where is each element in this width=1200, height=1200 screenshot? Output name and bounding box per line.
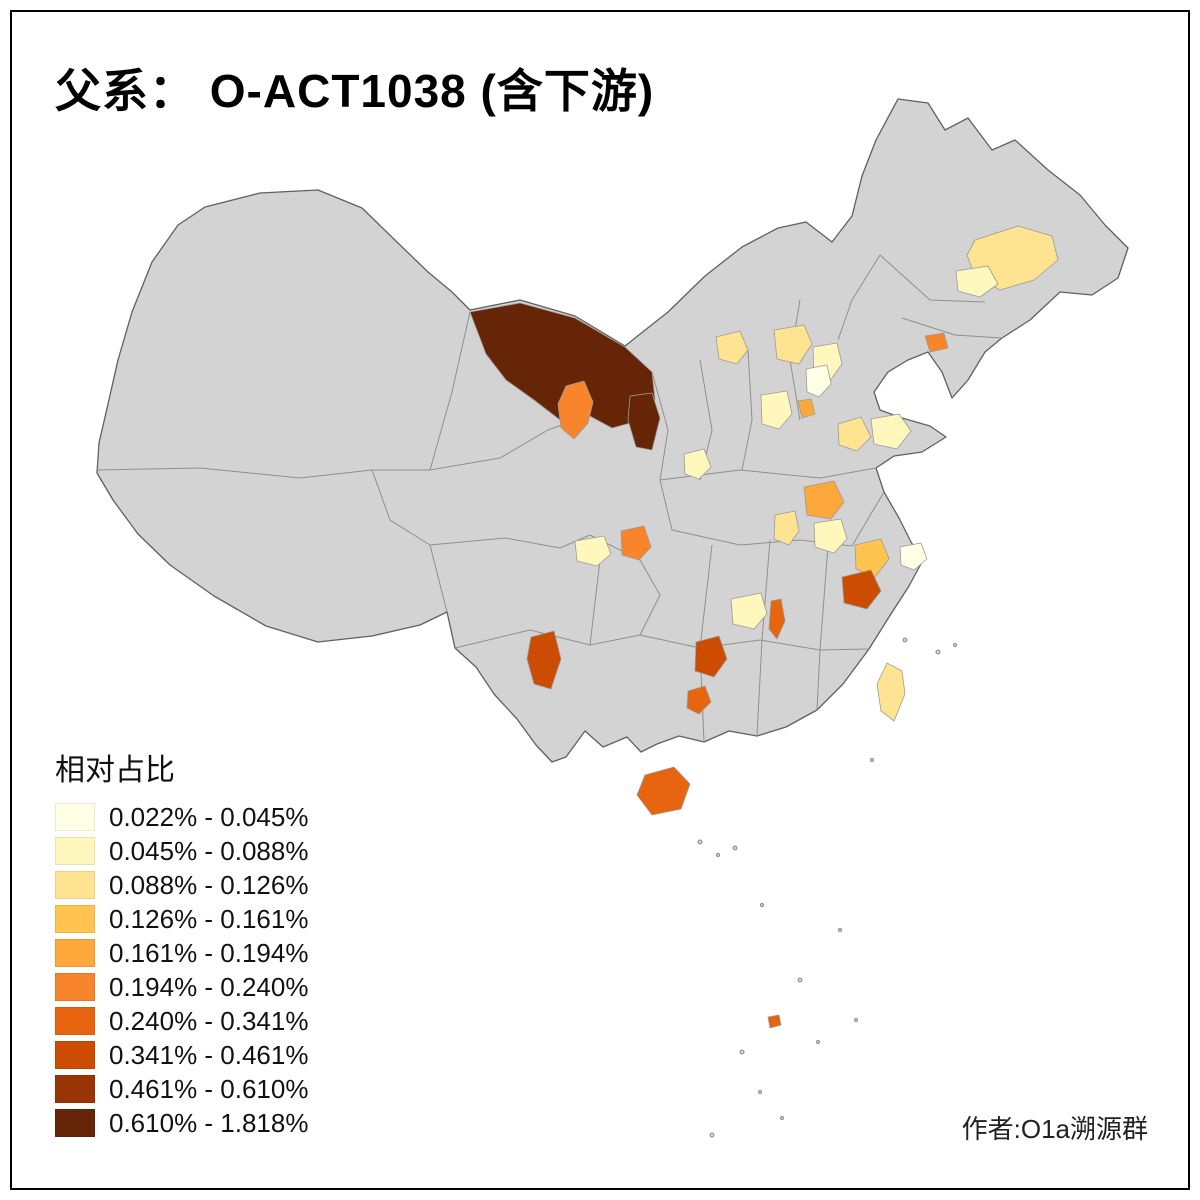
map-region-sichuan-pale — [574, 535, 612, 567]
legend-label: 0.161% - 0.194% — [109, 937, 309, 968]
legend: 相对占比 0.022% - 0.045% 0.045% - 0.088% 0.088… — [55, 745, 308, 1143]
map-region-hebei-orange-dot — [797, 398, 816, 419]
legend-swatch — [55, 871, 95, 899]
legend-label: 0.045% - 0.088% — [109, 835, 309, 866]
sea-islands — [697, 637, 957, 1138]
legend-item: 0.610% - 1.818% — [55, 1107, 309, 1138]
legend-swatch — [55, 1075, 95, 1103]
legend-swatch — [55, 905, 95, 933]
map-region-guangxi-orange-dot — [686, 685, 712, 715]
map-region-ningxia-dark — [627, 392, 661, 451]
map-region-chifeng-yellow — [715, 330, 749, 365]
legend-item: 0.341% - 0.461% — [55, 1039, 309, 1070]
legend-item: 0.022% - 0.045% — [55, 801, 309, 832]
legend-swatch — [55, 1041, 95, 1069]
legend-label: 0.126% - 0.161% — [109, 903, 309, 934]
map-region-shandong-east-cream — [870, 413, 912, 450]
map-region-heilongjiang-pale-2 — [955, 265, 999, 298]
map-region-inner-mongolia-west-dark — [469, 302, 656, 429]
map-region-jiangsu-coast-pale — [899, 542, 928, 571]
legend-item: 0.088% - 0.126% — [55, 869, 309, 900]
map-region-hunan-east-sliver — [768, 598, 786, 640]
map-region-hebei-north-yellow — [773, 324, 813, 365]
map-region-hainan-orange — [636, 766, 691, 816]
legend-label: 0.461% - 0.610% — [109, 1073, 309, 1104]
china-mainland — [96, 98, 1129, 763]
map-region-guizhou-dark-orange — [694, 635, 728, 678]
map-region-anhui-amber — [854, 538, 890, 578]
legend-items: 0.022% - 0.045% 0.045% - 0.088% 0.088% - 0… — [55, 801, 309, 1138]
map-region-hubei-yellow — [773, 510, 800, 546]
legend-item: 0.161% - 0.194% — [55, 937, 309, 968]
map-region-liaoning-orange-dot — [924, 332, 949, 353]
legend-item: 0.461% - 0.610% — [55, 1073, 309, 1104]
legend-item: 0.045% - 0.088% — [55, 835, 309, 866]
map-region-jiangxi-dark-orange — [841, 569, 882, 610]
map-region-tianjin-pale — [805, 364, 832, 398]
map-region-yunnan-dark-orange — [526, 630, 562, 690]
legend-swatch — [55, 837, 95, 865]
legend-label: 0.088% - 0.126% — [109, 869, 309, 900]
legend-item: 0.126% - 0.161% — [55, 903, 309, 934]
legend-label: 0.022% - 0.045% — [109, 801, 309, 832]
legend-label: 0.341% - 0.461% — [109, 1039, 309, 1070]
legend-swatch — [55, 1007, 95, 1035]
legend-item: 0.194% - 0.240% — [55, 971, 309, 1002]
plot-title: 父系： O-ACT1038 (含下游) — [55, 65, 655, 117]
legend-swatch — [55, 803, 95, 831]
attribution-text: 作者:O1a溯源群 — [961, 1114, 1148, 1144]
legend-swatch — [55, 939, 95, 967]
legend-swatch — [55, 1109, 95, 1137]
legend-item: 0.240% - 0.341% — [55, 1005, 309, 1036]
legend-label: 0.194% - 0.240% — [109, 971, 309, 1002]
map-region-taiwan-pale-yellow — [876, 662, 906, 722]
map-region-hebei-south-pale — [760, 390, 793, 430]
map-region-hubei-east-cream — [813, 518, 848, 554]
map-region-henan-south-orange — [803, 480, 845, 520]
colored-regions — [469, 225, 1059, 1029]
map-region-gansu-orange — [557, 380, 594, 440]
map-region-hunan-north-pale — [730, 592, 768, 630]
legend-label: 0.240% - 0.341% — [109, 1005, 309, 1036]
map-region-chongqing-orange — [620, 525, 652, 561]
legend-label: 0.610% - 1.818% — [109, 1107, 309, 1138]
legend-title: 相对占比 — [55, 754, 175, 787]
legend-swatch — [55, 973, 95, 1001]
map-region-south-sea-island-orange — [767, 1014, 782, 1029]
map-region-henan-pale — [683, 448, 712, 480]
map-region-shandong-west-yellow — [837, 416, 872, 452]
